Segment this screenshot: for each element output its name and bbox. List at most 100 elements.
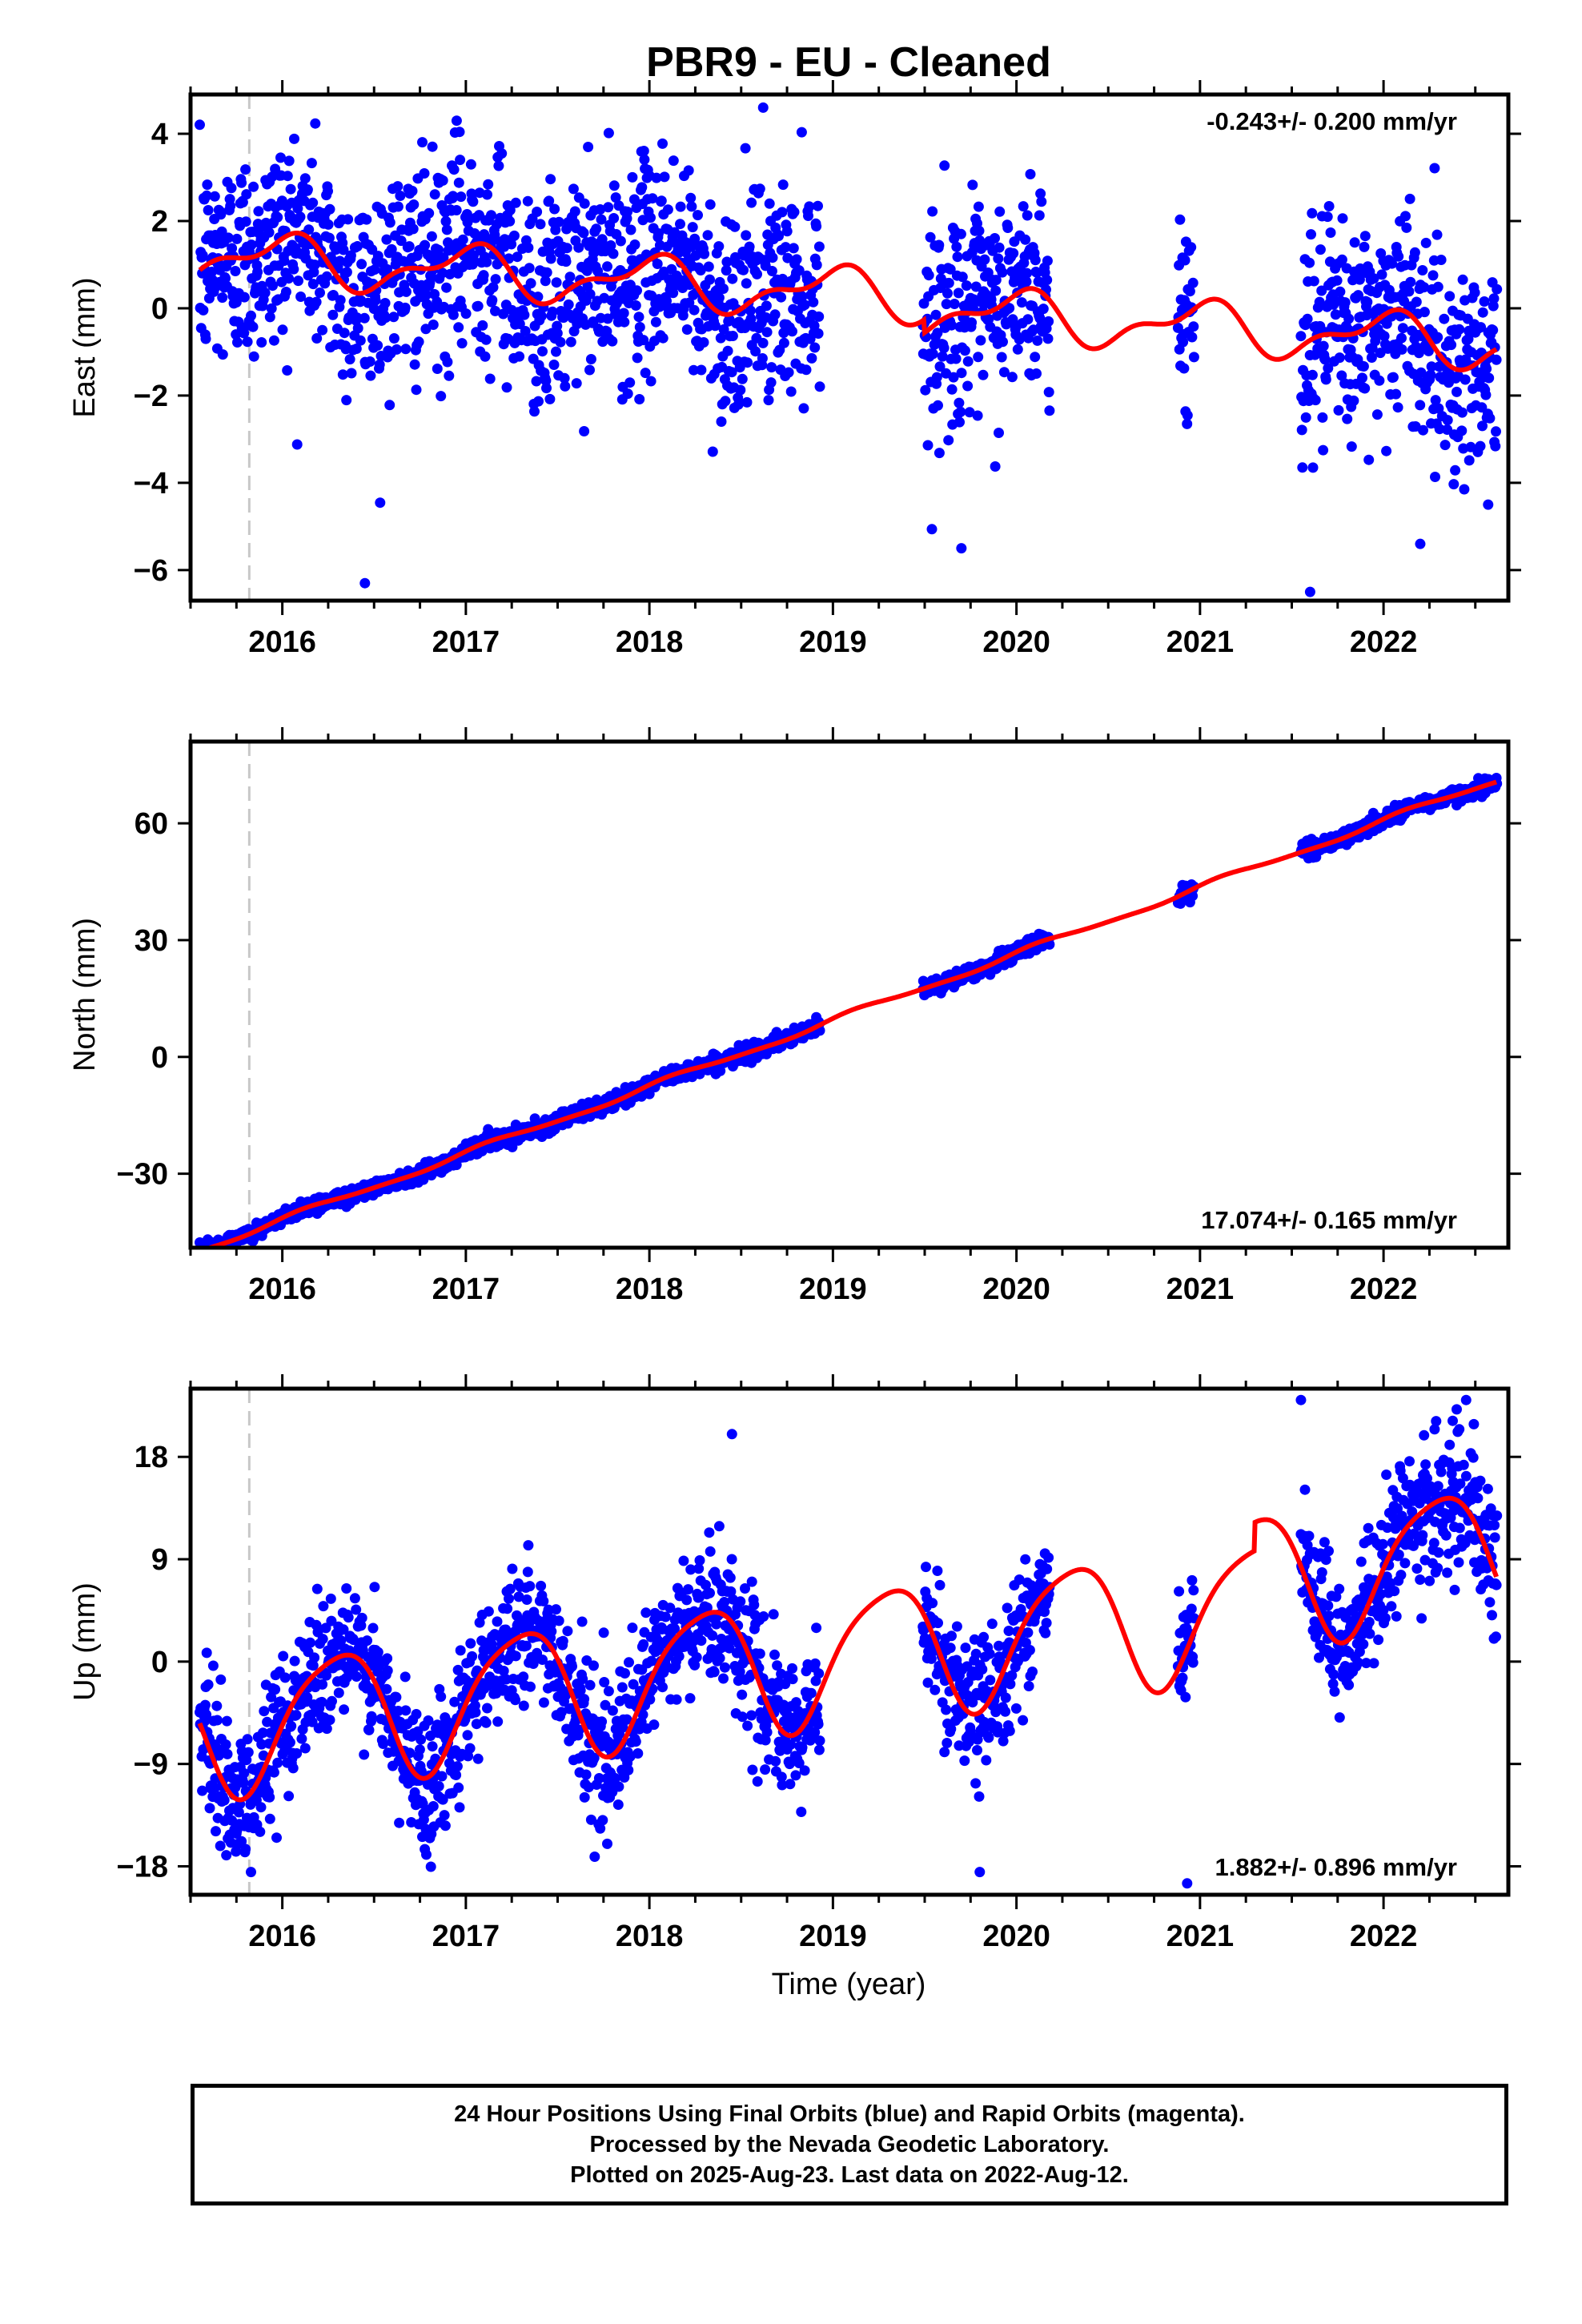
data-point <box>657 1682 668 1693</box>
data-point <box>791 254 802 265</box>
data-point <box>990 275 1002 286</box>
data-point <box>215 209 227 220</box>
data-point <box>211 1700 223 1711</box>
data-point <box>584 1679 596 1691</box>
data-point <box>378 1739 389 1749</box>
data-point <box>379 298 391 308</box>
y-tick-label: 0 <box>151 292 168 326</box>
data-point <box>608 180 620 191</box>
data-point <box>454 127 465 138</box>
data-point <box>946 384 958 395</box>
data-point <box>462 1730 473 1741</box>
data-point <box>488 282 499 293</box>
data-point <box>230 1782 241 1793</box>
data-point <box>1456 407 1468 418</box>
data-point <box>441 224 452 235</box>
data-point <box>1353 290 1363 301</box>
data-point <box>1358 361 1369 372</box>
data-point <box>310 118 321 129</box>
data-point <box>309 259 320 271</box>
data-point <box>493 160 504 171</box>
data-point <box>465 1638 476 1649</box>
data-point <box>945 263 956 275</box>
data-point <box>323 219 334 230</box>
data-point <box>1456 425 1468 436</box>
data-point <box>974 225 985 236</box>
data-point <box>248 181 259 192</box>
data-point <box>640 1607 652 1618</box>
data-point <box>1392 402 1403 413</box>
data-point <box>741 230 752 241</box>
y-tick-label: −6 <box>134 554 168 588</box>
data-point <box>1178 336 1189 348</box>
data-point <box>1188 352 1199 363</box>
panel-north: 2016 2017 2018 2019 2020 2021 202260300−30Nort… <box>68 727 1521 1306</box>
data-point <box>496 148 508 159</box>
data-point <box>740 143 751 154</box>
data-point <box>634 394 645 404</box>
data-point <box>436 391 447 402</box>
data-point <box>920 384 931 396</box>
data-point <box>782 252 793 263</box>
data-point <box>776 292 787 303</box>
y-tick-label: 0 <box>151 1041 168 1075</box>
data-point <box>441 282 452 293</box>
data-point <box>1400 211 1411 222</box>
data-point <box>512 251 523 263</box>
data-point <box>1182 418 1193 429</box>
data-point <box>627 171 638 183</box>
data-point <box>270 1684 281 1695</box>
data-point <box>448 309 459 320</box>
data-point <box>453 322 464 333</box>
data-point <box>973 352 984 363</box>
data-point <box>709 320 721 332</box>
data-point <box>419 168 430 179</box>
data-point <box>242 1734 253 1745</box>
data-point <box>949 299 960 309</box>
data-point <box>1431 229 1443 240</box>
data-point <box>607 336 618 347</box>
data-point <box>644 1694 656 1705</box>
data-point <box>1300 412 1311 423</box>
data-point <box>437 175 448 186</box>
data-point <box>333 1687 344 1699</box>
data-point <box>363 1724 375 1735</box>
data-point <box>323 186 333 197</box>
data-point <box>436 1691 447 1703</box>
data-point <box>320 1622 331 1634</box>
data-point <box>339 328 350 339</box>
data-points <box>195 102 1503 597</box>
data-point <box>207 1660 219 1671</box>
data-point <box>220 273 231 283</box>
data-point <box>933 400 943 411</box>
data-point <box>400 1705 412 1716</box>
data-point <box>226 183 237 194</box>
data-point <box>651 172 662 183</box>
data-point <box>744 241 755 252</box>
data-point <box>681 1594 693 1606</box>
data-point <box>688 364 699 376</box>
data-point <box>223 232 234 243</box>
data-point <box>256 1739 267 1750</box>
y-tick-label: 30 <box>135 924 168 958</box>
data-point <box>653 1644 665 1655</box>
data-point <box>715 1065 726 1076</box>
data-point <box>324 1715 335 1726</box>
data-point <box>975 335 986 346</box>
data-point <box>1415 400 1426 411</box>
data-point <box>657 332 669 344</box>
data-point <box>388 333 400 344</box>
data-point <box>1297 462 1308 473</box>
data-point <box>595 204 606 215</box>
data-point <box>778 337 789 348</box>
data-point <box>956 368 967 379</box>
data-point <box>634 322 645 332</box>
data-point <box>388 312 400 323</box>
data-point <box>1310 395 1321 406</box>
data-point <box>325 1593 336 1604</box>
data-point <box>381 234 392 245</box>
data-point <box>1186 242 1197 253</box>
data-point <box>1043 387 1054 398</box>
data-point <box>289 1655 300 1667</box>
data-point <box>248 351 259 362</box>
